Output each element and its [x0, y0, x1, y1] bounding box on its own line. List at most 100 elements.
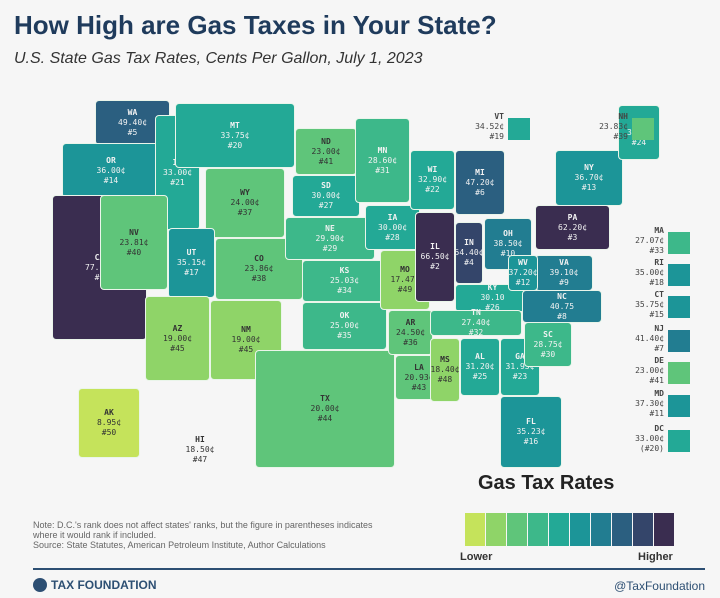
state-abbr: KS: [339, 266, 350, 275]
state-wy: WY 24.00¢ #37: [205, 168, 285, 238]
scale-swatch: [570, 513, 590, 546]
state-rate: 47.20¢: [465, 177, 495, 187]
callout-abbr: RI: [654, 258, 664, 267]
page-subtitle: U.S. State Gas Tax Rates, Cents Per Gall…: [14, 50, 423, 67]
state-rank: #40: [126, 247, 142, 257]
state-rate: 27.40¢: [461, 318, 491, 327]
state-rate: 37.20¢: [508, 268, 538, 277]
state-nd: ND 23.00¢ #41: [295, 128, 357, 175]
scale-swatch: [528, 513, 548, 546]
state-rate: 17.47¢: [390, 275, 420, 284]
state-abbr: NM: [241, 325, 251, 334]
state-rank: #44: [317, 414, 333, 423]
state-abbr: NC: [557, 291, 567, 301]
callout-rate: 23.00¢: [635, 366, 664, 375]
state-ut: UT 35.15¢ #17: [168, 228, 215, 298]
twitter-handle: @TaxFoundation: [614, 579, 705, 593]
callout-rank: #39: [613, 132, 628, 141]
state-rate: 8.95¢: [96, 418, 122, 427]
callout-abbr: MD: [654, 389, 664, 398]
state-mi: MI 47.20¢ #6: [455, 150, 505, 215]
state-abbr: LA: [414, 362, 424, 372]
state-rate: 24.00¢: [230, 198, 260, 207]
state-rank: #27: [318, 201, 334, 210]
state-rate: 20.00¢: [310, 404, 340, 413]
callout-label-nh: NH 23.83¢ #39: [582, 112, 628, 142]
state-nc: NC 40.75 #8: [522, 290, 602, 323]
state-rank: #14: [103, 175, 119, 185]
state-tx: TX 20.00¢ #44: [255, 350, 395, 468]
state-hi: HI 18.50¢ #47: [160, 430, 240, 470]
callout-rank: #18: [649, 278, 664, 287]
state-abbr: SD: [321, 181, 331, 190]
state-abbr: WV: [518, 258, 528, 267]
state-rate: 39.10¢: [549, 268, 579, 277]
divider: [33, 568, 705, 570]
scale-swatch: [507, 513, 527, 546]
state-rate: 23.86¢: [244, 264, 274, 273]
state-rank: #30: [540, 349, 556, 359]
state-rank: #5: [127, 127, 138, 137]
logo-icon: [33, 578, 47, 592]
callout-abbr: NJ: [654, 324, 664, 333]
state-rank: #29: [322, 243, 338, 253]
state-rank: #12: [515, 278, 531, 287]
state-rank: #8: [557, 311, 567, 321]
state-sd: SD 30.00¢ #27: [292, 175, 360, 217]
state-rate: 18.40¢: [430, 365, 460, 374]
state-rate: 77.90¢: [85, 263, 114, 273]
state-al: AL 31.20¢ #25: [460, 338, 500, 396]
callout-rate: 33.00¢: [635, 434, 664, 443]
state-rank: #38: [251, 274, 267, 283]
state-rank: #31: [375, 165, 390, 175]
state-abbr: CA: [95, 253, 105, 263]
state-rank: #17: [184, 268, 199, 277]
color-scale: [465, 513, 675, 546]
state-rank: #21: [170, 177, 185, 187]
state-or: OR 36.00¢ #14: [62, 143, 160, 198]
state-rate: 19.00¢: [163, 333, 192, 343]
state-abbr: TX: [320, 394, 330, 403]
state-rank: #48: [437, 375, 453, 384]
state-rank: #37: [237, 208, 253, 217]
state-abbr: MN: [377, 145, 388, 155]
scale-swatch: [549, 513, 569, 546]
state-rank: #24: [631, 137, 647, 147]
state-ar: AR 24.50¢ #36: [388, 310, 433, 355]
state-tn: TN 27.40¢ #32: [430, 308, 522, 337]
callout-rank: (#20): [639, 444, 664, 453]
note-text: Note: D.C.'s rank does not affect states…: [33, 520, 373, 540]
state-ms: MS 18.40¢ #48: [430, 338, 460, 402]
state-rate: 31.95¢: [505, 362, 535, 371]
state-rank: #9: [559, 278, 569, 287]
state-abbr: AL: [475, 352, 485, 361]
callout-label-vt: VT 34.52¢ #19: [458, 112, 504, 142]
state-rank: #16: [523, 437, 539, 446]
state-abbr: NV: [129, 227, 139, 237]
state-ny: NY 36.70¢ #13: [555, 150, 623, 206]
tax-foundation-logo: TAX FOUNDATION: [33, 578, 157, 592]
state-in: IN 54.40¢ #4: [455, 222, 483, 284]
callout-rank: #15: [649, 310, 664, 319]
state-ok: OK 25.00¢ #35: [302, 302, 387, 350]
state-rate: 36.70¢: [574, 173, 604, 182]
scale-swatch: [465, 513, 485, 546]
callout-rate: 34.52¢: [475, 122, 504, 131]
callout-rank: #33: [649, 246, 664, 255]
callout-abbr: VT: [494, 112, 504, 121]
state-ks: KS 25.03¢ #34: [302, 260, 387, 302]
state-rate: 54.40¢: [454, 248, 484, 257]
state-abbr: NE: [325, 223, 335, 233]
callout-rate: 37.30¢: [635, 399, 664, 408]
state-rank: #4: [464, 258, 474, 267]
state-abbr: IN: [464, 238, 474, 247]
state-rate: 24.50¢: [396, 327, 425, 337]
callout-abbr: CT: [654, 290, 664, 299]
callout-abbr: DE: [654, 356, 664, 365]
state-rank: #47: [192, 455, 208, 464]
callout-rate: 23.83¢: [599, 122, 628, 131]
state-mn: MN 28.60¢ #31: [355, 118, 410, 203]
state-rank: #23: [512, 372, 528, 381]
state-rate: 28.75¢: [533, 339, 563, 349]
